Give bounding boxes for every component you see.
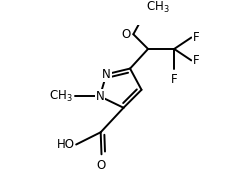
Text: F: F — [193, 31, 200, 44]
Text: N: N — [96, 90, 104, 103]
Text: CH$_3$: CH$_3$ — [49, 89, 73, 104]
Text: CH$_3$: CH$_3$ — [146, 0, 169, 15]
Text: O: O — [97, 159, 106, 172]
Text: F: F — [193, 54, 200, 67]
Text: F: F — [171, 74, 177, 86]
Text: N: N — [102, 68, 111, 81]
Text: HO: HO — [56, 138, 75, 151]
Text: O: O — [122, 28, 131, 41]
